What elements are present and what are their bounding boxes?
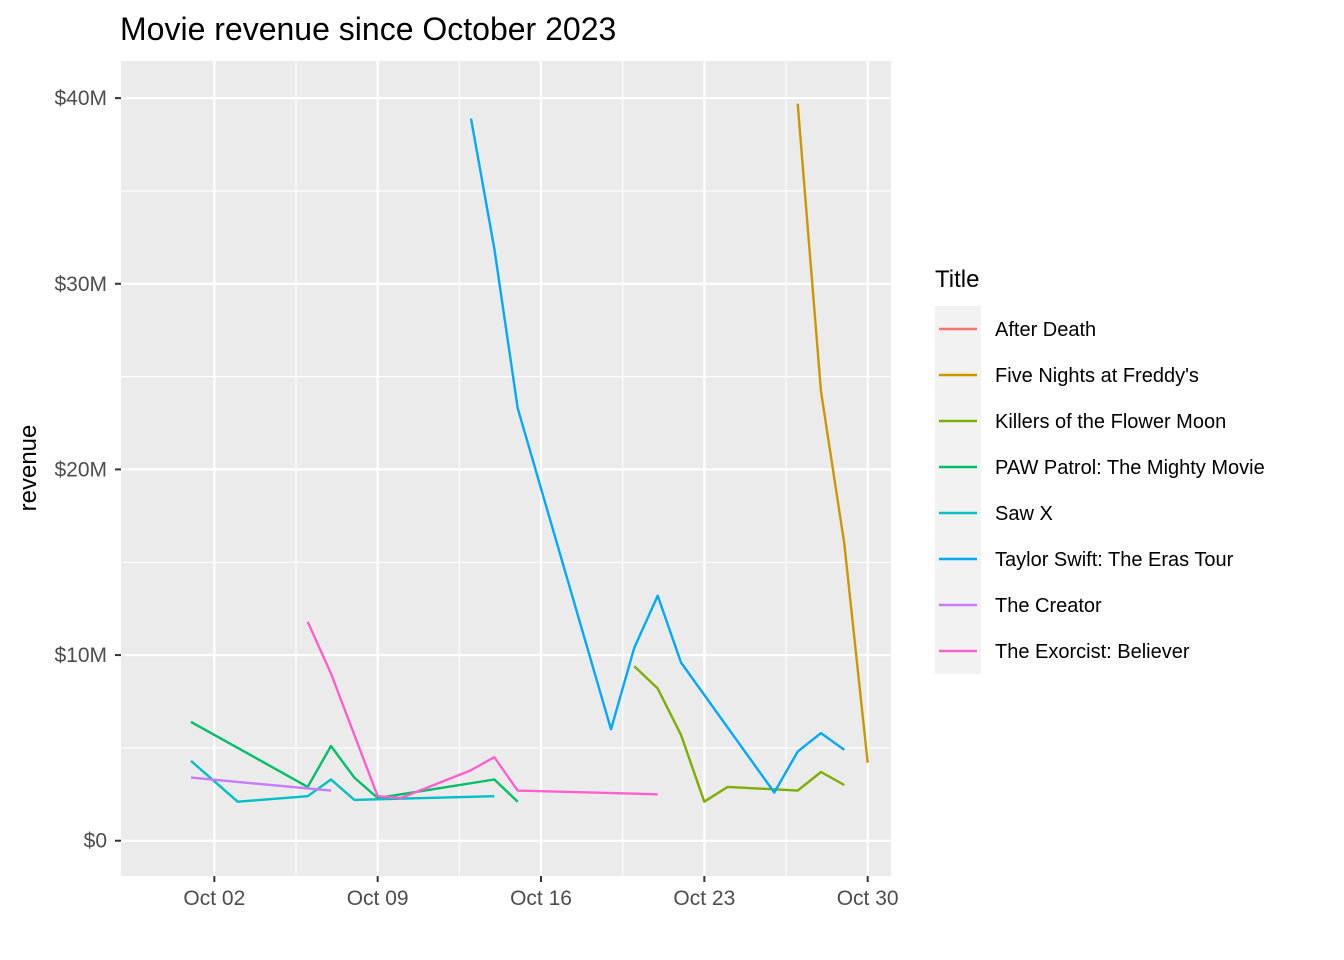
legend-label-6: The Creator: [995, 595, 1102, 617]
x-axis: Oct 02 Oct 09 Oct 16 Oct 23 Oct 30: [183, 876, 899, 910]
legend-key-background: [935, 306, 981, 674]
series-line-3: [190, 720, 519, 803]
legend-items: After Death Five Nights at Freddy's Killer…: [939, 319, 1265, 663]
chart-title: Movie revenue since October 2023: [120, 11, 616, 47]
y-tick-label: $40M: [54, 87, 107, 110]
legend-label-0: After Death: [995, 319, 1096, 341]
legend-label-4: Saw X: [995, 503, 1053, 525]
series-line-2: [633, 665, 845, 803]
x-tick-label: Oct 16: [510, 887, 572, 910]
legend: Title After Death Five Nights at Freddy's…: [935, 266, 1265, 674]
series-line-5: [469, 118, 845, 794]
y-axis-label: revenue: [15, 425, 42, 512]
major-gridlines: [121, 61, 891, 876]
series-line-4: [190, 759, 495, 803]
x-tick-label: Oct 30: [837, 887, 899, 910]
series-line-1: [796, 103, 869, 763]
x-tick-label: Oct 02: [183, 887, 245, 910]
x-tick-label: Oct 23: [673, 887, 735, 910]
series-line-6: [190, 776, 332, 792]
y-tick-label: $10M: [54, 644, 107, 667]
y-tick-label: $0: [84, 830, 107, 853]
x-tick-label: Oct 09: [347, 887, 409, 910]
legend-label-1: Five Nights at Freddy's: [995, 365, 1199, 387]
legend-label-2: Killers of the Flower Moon: [995, 411, 1226, 433]
series-line-7: [306, 621, 658, 800]
series-lines: [190, 103, 869, 803]
legend-label-3: PAW Patrol: The Mighty Movie: [995, 457, 1265, 479]
y-axis: $0 $10M $20M $30M $40M: [54, 87, 121, 853]
legend-label-5: Taylor Swift: The Eras Tour: [995, 549, 1234, 571]
y-tick-label: $30M: [54, 273, 107, 296]
y-tick-label: $20M: [54, 458, 107, 481]
legend-title: Title: [935, 266, 979, 293]
legend-label-7: The Exorcist: Believer: [995, 641, 1190, 663]
